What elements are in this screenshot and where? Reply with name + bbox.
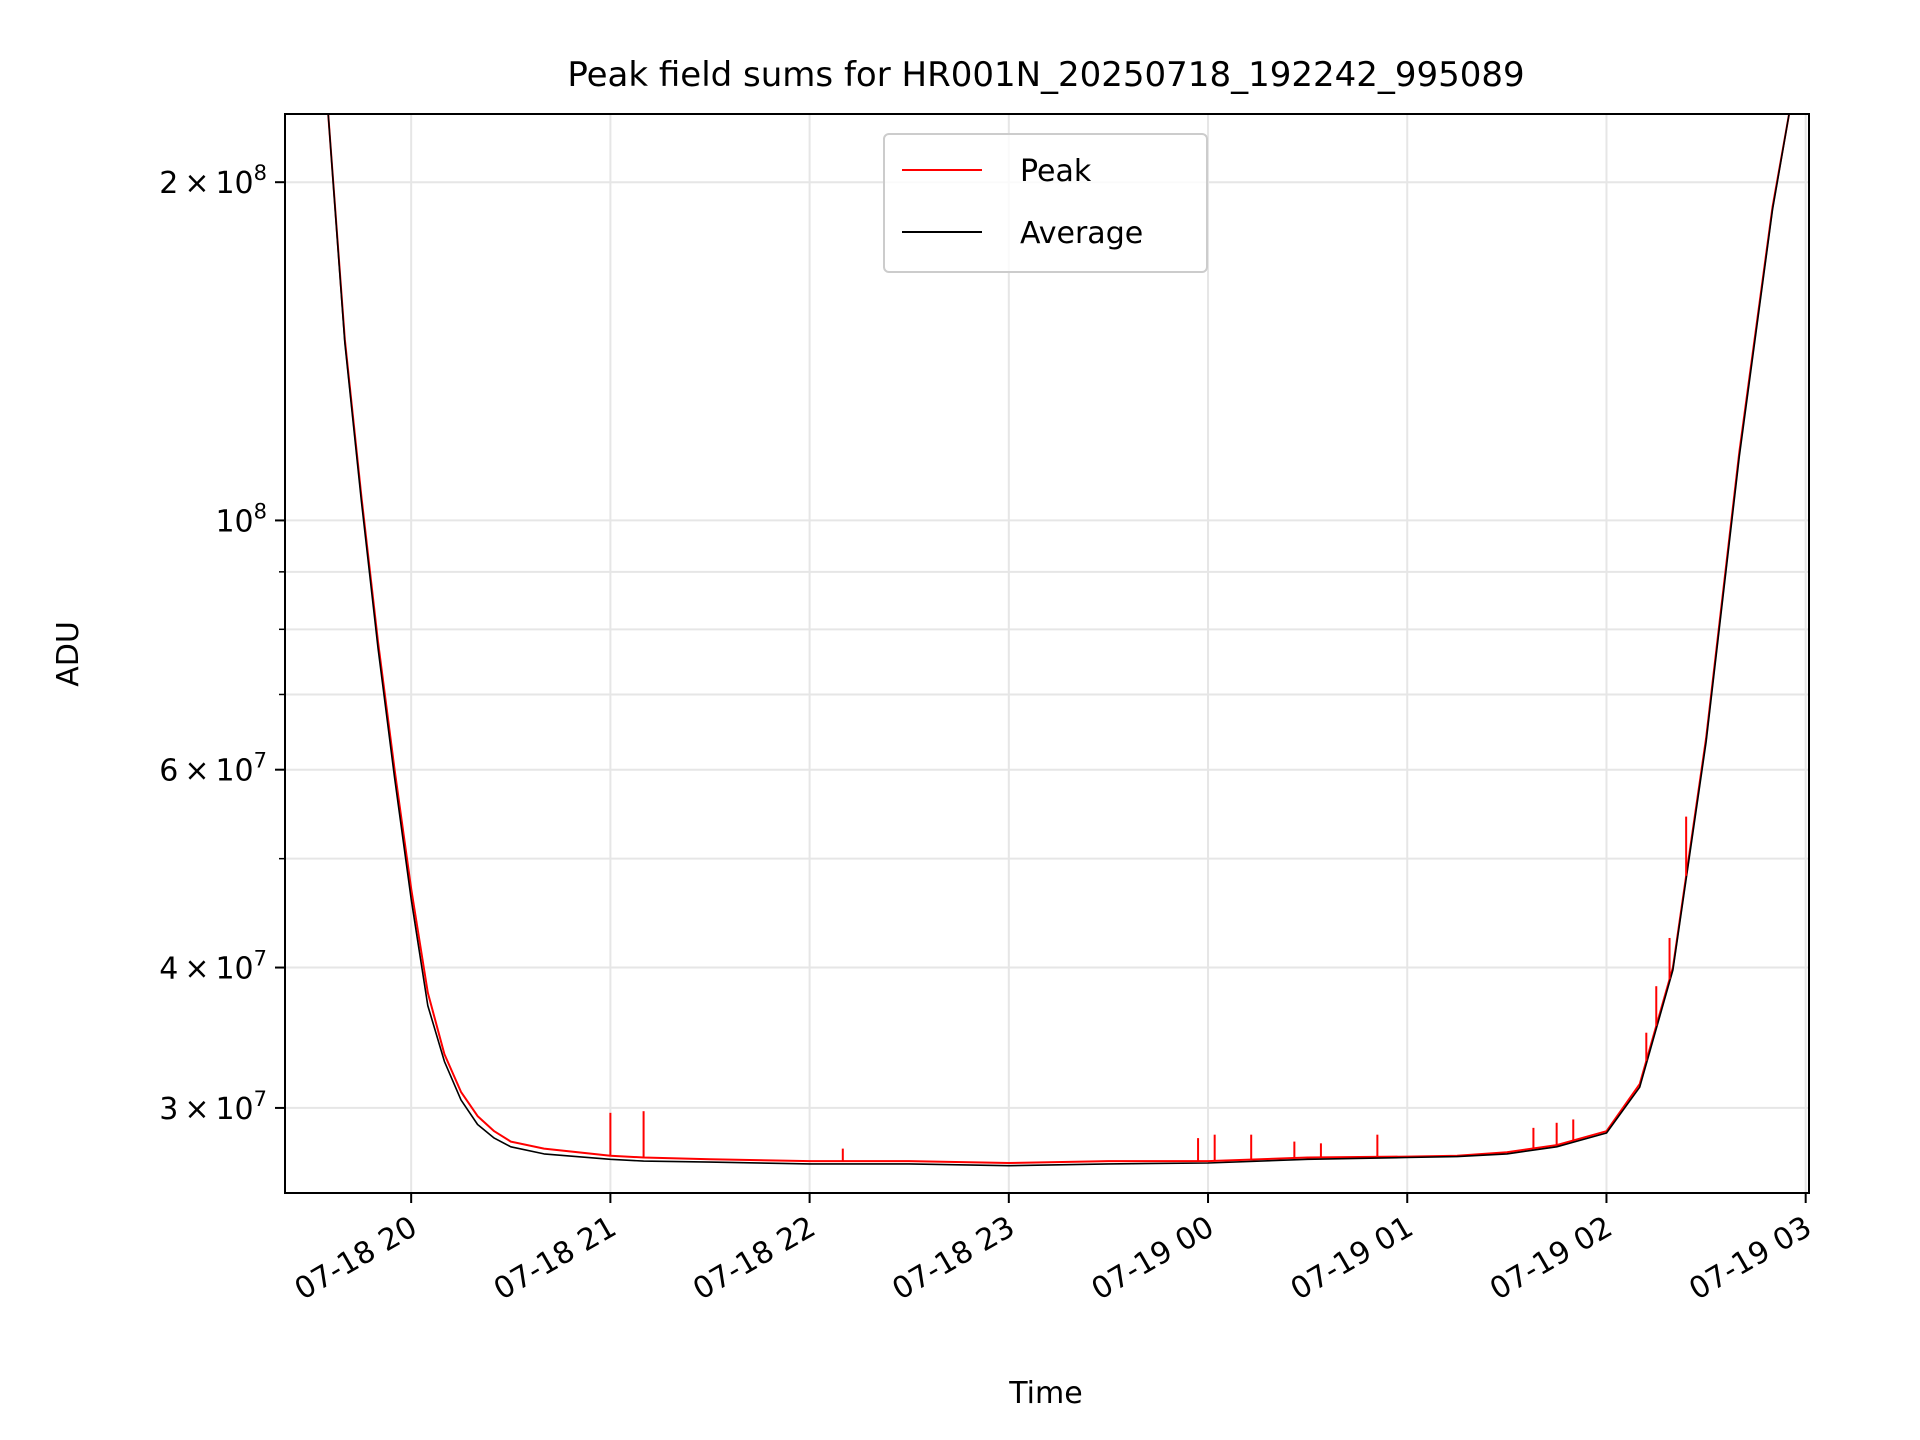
chart-title: Peak field sums for HR001N_20250718_1922… [567, 55, 1524, 95]
grid [285, 114, 1809, 1193]
y-tick-label: 2 × 108 [159, 161, 267, 201]
y-axis-label: ADU [51, 621, 86, 687]
x-axis-label: Time [1008, 1376, 1082, 1411]
series-lines [285, 114, 1809, 1167]
y-tick-label: 4 × 107 [159, 947, 267, 987]
plot-frame [284, 113, 1810, 1194]
y-tick-label: 6 × 107 [159, 749, 267, 789]
plot-area [285, 114, 1809, 1167]
legend-label-peak: Peak [1020, 154, 1092, 189]
series-line-average [285, 114, 1809, 1167]
legend-label-average: Average [1020, 216, 1143, 251]
y-tick-label: 3 × 107 [159, 1087, 267, 1127]
legend-box [883, 133, 1208, 273]
legend: Peak Average [883, 133, 1208, 273]
